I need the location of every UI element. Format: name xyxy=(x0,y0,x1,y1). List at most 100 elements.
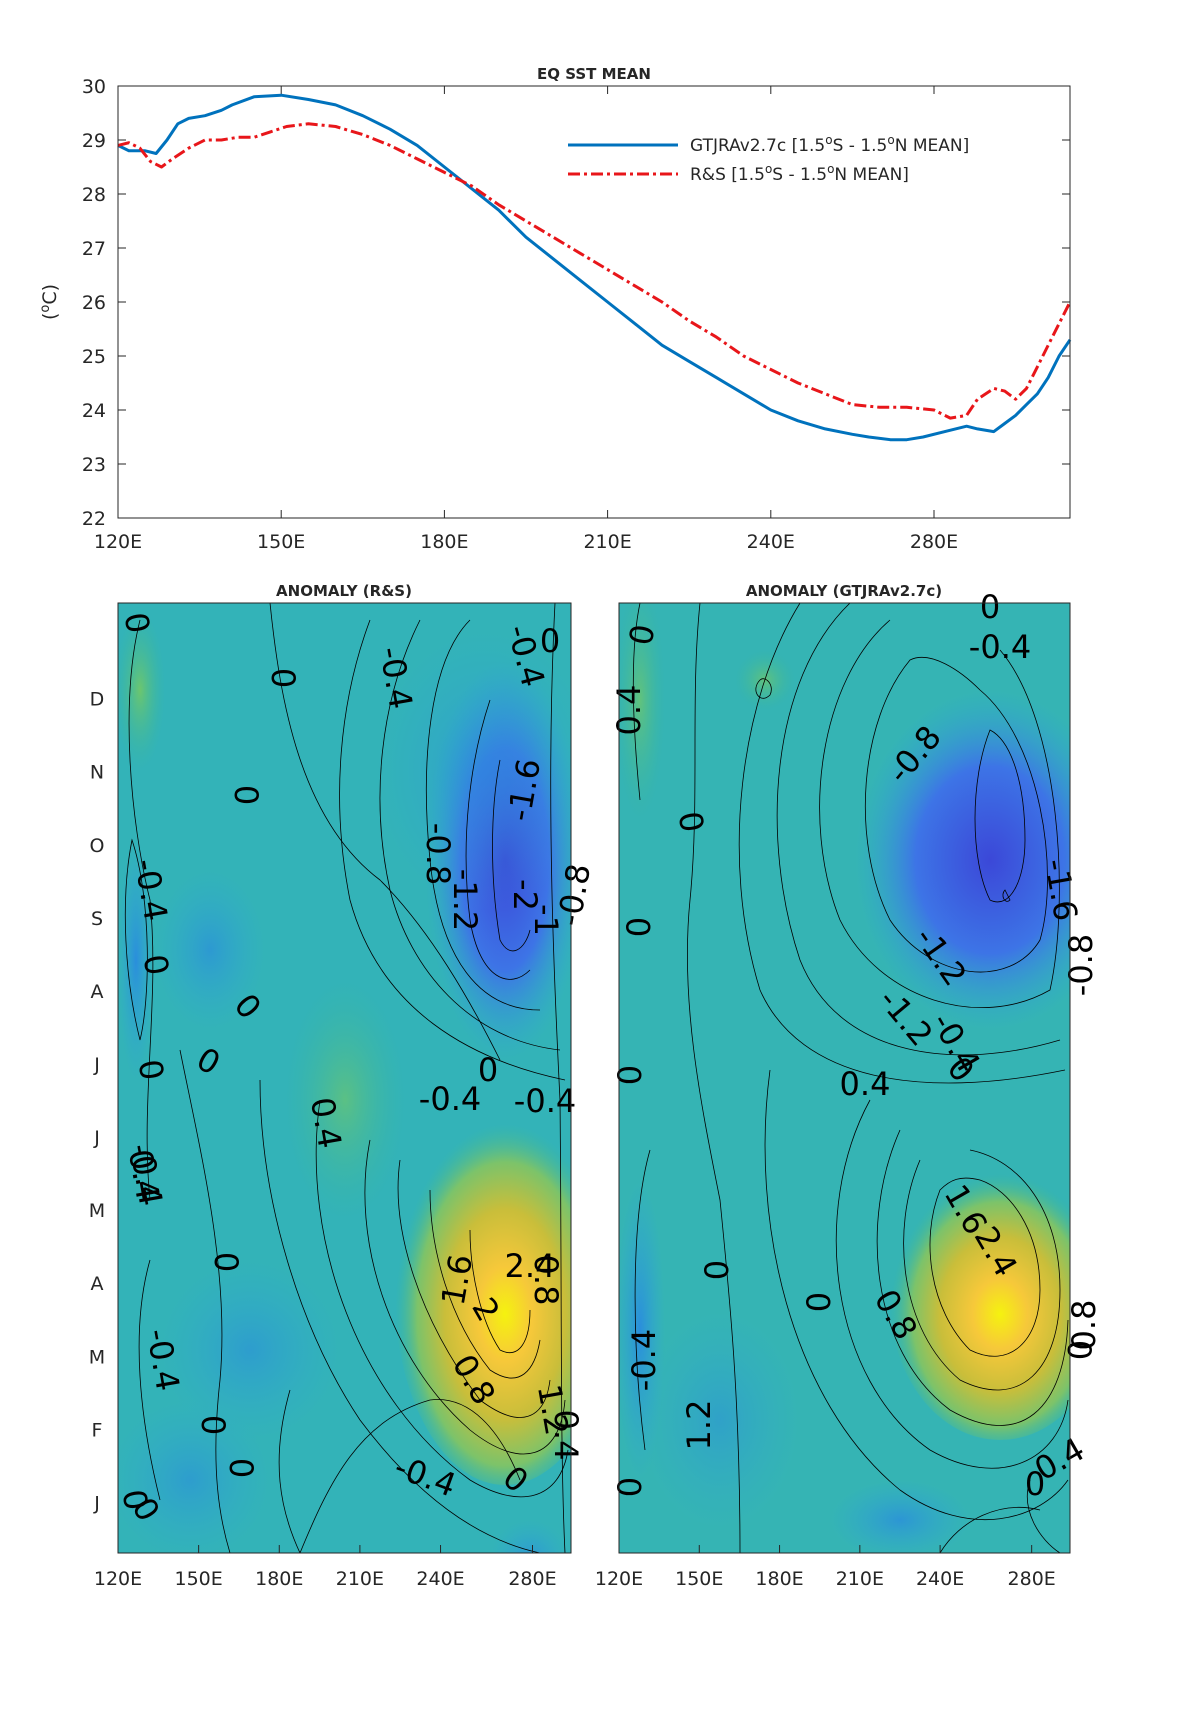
anomaly-rs-panel: ANOMALY (R&S) xyxy=(89,582,599,1590)
plot-frame xyxy=(117,85,1071,519)
series-line-1 xyxy=(117,122,1072,420)
contour-label: 0.4 xyxy=(121,1146,167,1203)
x-tick-label: 150E xyxy=(675,1568,723,1590)
anomaly-gtjra-panel: ANOMALY (GTJRAv2.7c) xyxy=(595,582,1103,1590)
x-tick-label: 210E xyxy=(583,531,631,553)
x-tick-label: 120E xyxy=(94,1568,142,1590)
x-tick-label: 240E xyxy=(416,1568,464,1590)
x-tick-label: 240E xyxy=(747,531,795,553)
chart-title: EQ SST MEAN xyxy=(537,65,651,83)
month-tick-label: J xyxy=(93,1492,100,1514)
contour-label: -1 xyxy=(527,904,565,936)
contour-label: 0.4 xyxy=(547,1410,585,1461)
month-tick-label: D xyxy=(90,689,105,711)
contour-label: 0 xyxy=(800,1292,838,1312)
contour-label: 1.2 xyxy=(680,1400,718,1451)
contour-lines-rs xyxy=(124,603,569,1553)
y-tick-label: 30 xyxy=(82,76,106,98)
x-tick-label: 180E xyxy=(255,1568,303,1590)
x-ticks: 120E 150E 180E 210E 240E 280E xyxy=(94,86,958,553)
series-line-0 xyxy=(117,93,1072,442)
panel-frame-gtjra xyxy=(618,602,1071,1554)
y-tick-label: 25 xyxy=(82,346,106,368)
contour-label: -0.4 xyxy=(969,628,1031,666)
x-ticks-rs: 120E 150E 180E 210E 240E 280E xyxy=(94,1545,557,1590)
contour-label: 0 xyxy=(194,1415,232,1435)
legend-label-gtjra: GTJRAv2.7c [1.5oS - 1.5oN MEAN] xyxy=(690,133,969,156)
y-tick-label: 27 xyxy=(82,238,106,260)
x-tick-label: 150E xyxy=(257,531,305,553)
x-tick-label: 210E xyxy=(336,1568,384,1590)
month-tick-label: S xyxy=(91,908,103,930)
contour-label: 0 xyxy=(698,1260,736,1280)
contour-label: -0.4 xyxy=(625,1329,663,1391)
contour-label: 0 xyxy=(980,588,1000,626)
contour-label: 0 xyxy=(478,1051,498,1089)
month-tick-label: O xyxy=(90,835,105,857)
y-tick-label: 29 xyxy=(82,130,106,152)
x-tick-label: 180E xyxy=(755,1568,803,1590)
contour-label: 0 xyxy=(620,917,658,937)
x-tick-label: 280E xyxy=(508,1568,556,1590)
contour-label: 0 xyxy=(222,1458,260,1478)
contour-label: -2 xyxy=(506,879,544,911)
contour-label: 0 xyxy=(1060,1340,1098,1360)
x-tick-label: 150E xyxy=(174,1568,222,1590)
contour-label: -0.8 xyxy=(1062,934,1100,996)
contour-label: 0 xyxy=(1025,1465,1045,1503)
y-tick-label: 22 xyxy=(82,508,106,530)
contour-label: 0.4 xyxy=(303,1094,349,1151)
y-label-open: ( xyxy=(39,313,61,320)
x-tick-label: 120E xyxy=(595,1568,643,1590)
contour-label: 0 xyxy=(611,1065,649,1085)
x-tick-label: 120E xyxy=(94,531,142,553)
y-tick-label: 26 xyxy=(82,292,106,314)
plot-background xyxy=(118,86,1070,518)
y-ticks: 22 23 24 25 26 27 28 29 30 xyxy=(82,76,1070,530)
contour-label: 0.8 xyxy=(527,1255,565,1306)
contour-label: 1.2 xyxy=(530,1381,576,1438)
contour-labels-rs: 0-0.40 -0.40-0.400 -1.6-0.8-1.2 -2 -0.8-1-0.… xyxy=(115,610,599,1528)
heatmap-field-gtjra xyxy=(619,603,1070,1553)
contour-label: 0 xyxy=(264,668,302,688)
x-tick-label: 240E xyxy=(916,1568,964,1590)
contour-label: 0 xyxy=(207,1252,245,1272)
y-axis-label: (oC) xyxy=(38,284,61,320)
contour-label: 0 xyxy=(227,785,265,805)
x-tick-label: 210E xyxy=(836,1568,884,1590)
contour-lines-gtjra xyxy=(632,603,1069,1553)
month-tick-label: N xyxy=(90,762,104,784)
contour-label: 2.4 xyxy=(505,1247,556,1285)
contour-label: -0.8 xyxy=(419,823,457,885)
month-tick-label: J xyxy=(93,1054,100,1076)
x-ticks-gtjra: 120E 150E 180E 210E 240E 280E xyxy=(595,1545,1056,1590)
panel-title-rs: ANOMALY (R&S) xyxy=(276,582,412,600)
contour-label: 0 xyxy=(540,622,560,660)
legend-label-rs: R&S [1.5oS - 1.5oN MEAN] xyxy=(690,162,909,185)
legend: GTJRAv2.7c [1.5oS - 1.5oN MEAN] R&S [1.5… xyxy=(568,133,969,185)
contour-label: -0.4 xyxy=(419,1080,481,1118)
month-tick-label: F xyxy=(92,1419,103,1441)
month-tick-label: M xyxy=(89,1200,105,1222)
x-tick-label: 280E xyxy=(910,531,958,553)
contour-label: -0.4 xyxy=(514,1082,576,1120)
panel-frame-rs xyxy=(117,602,572,1554)
contour-label: 0.4 xyxy=(840,1065,891,1103)
y-tick-label: 23 xyxy=(82,454,106,476)
y-label-sup: o xyxy=(38,305,53,313)
month-tick-label: A xyxy=(91,1273,104,1295)
series-lines xyxy=(117,93,1072,442)
y-tick-label: 28 xyxy=(82,184,106,206)
contour-label: 0.8 xyxy=(1065,1300,1103,1351)
contour-label: -1.2 xyxy=(446,869,484,931)
month-tick-label: A xyxy=(91,981,104,1003)
month-ticks: J F M A M J J A S O N D xyxy=(89,689,105,1515)
y-tick-label: 24 xyxy=(82,400,106,422)
y-label-close: C) xyxy=(39,284,61,305)
contour-label: 0 xyxy=(611,1477,649,1497)
x-tick-label: 280E xyxy=(1008,1568,1056,1590)
month-tick-label: M xyxy=(89,1346,105,1368)
month-tick-label: J xyxy=(93,1127,100,1149)
